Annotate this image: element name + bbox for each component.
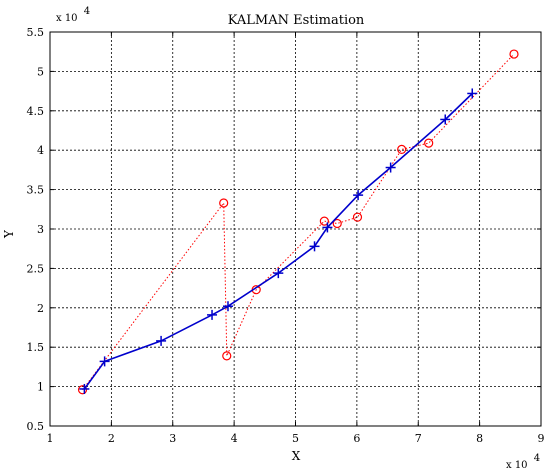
x-tick-label: 3 <box>169 432 176 445</box>
tick-labels: 1 2 3 4 5 6 7 8 90.511.522.533.544.555.5 <box>27 26 545 445</box>
data-point <box>156 335 167 346</box>
data-point <box>509 49 519 59</box>
y-tick-label: 2.5 <box>27 262 45 275</box>
y-multiplier-label: x 10 <box>56 13 78 24</box>
data-point <box>273 268 284 279</box>
x-tick-label: 2 <box>108 432 115 445</box>
x-tick-label: 4 <box>231 432 238 445</box>
x-multiplier: x 10 4 <box>506 453 540 471</box>
x-tick-label: 1 <box>47 432 54 445</box>
data-point <box>319 216 329 226</box>
data-point <box>440 114 451 125</box>
y-tick-label: 1 <box>37 381 44 394</box>
x-multiplier-exponent: 4 <box>534 453 540 464</box>
series-line <box>83 92 473 390</box>
x-tick-label: 6 <box>353 432 360 445</box>
data-point <box>207 309 218 320</box>
data-point <box>222 301 233 312</box>
data-point <box>332 218 342 229</box>
data-point <box>222 351 232 361</box>
data-point <box>322 222 333 233</box>
y-tick-label: 2 <box>37 302 44 315</box>
y-tick-label: 3 <box>37 223 44 236</box>
data-point <box>309 241 320 252</box>
y-tick-label: 5 <box>37 65 44 78</box>
data-point <box>219 198 229 208</box>
series-2 <box>79 88 478 394</box>
data-point <box>77 385 88 395</box>
data-point <box>424 138 434 148</box>
x-tick-label: 8 <box>476 432 483 445</box>
data-point <box>467 88 478 99</box>
y-multiplier: x 10 4 <box>56 6 90 24</box>
y-tick-label: 1.5 <box>27 341 45 354</box>
x-multiplier-label: x 10 <box>506 460 528 471</box>
y-tick-label: 0.5 <box>27 420 45 433</box>
y-tick-label: 5.5 <box>27 26 45 39</box>
data-point <box>397 144 407 155</box>
data-point <box>385 162 396 173</box>
grid-lines <box>50 32 541 426</box>
series-1 <box>77 49 519 395</box>
data-point <box>99 356 110 367</box>
data-point <box>79 383 90 394</box>
series-layer <box>77 49 519 395</box>
y-multiplier-exponent: 4 <box>84 6 90 17</box>
data-point <box>352 212 363 222</box>
y-tick-label: 4 <box>37 144 44 157</box>
series-line <box>82 53 515 391</box>
x-tick-label: 5 <box>292 432 299 445</box>
y-tick-label: 3.5 <box>27 184 45 197</box>
x-tick-label: 9 <box>538 432 545 445</box>
y-tick-label: 4.5 <box>27 105 45 118</box>
data-point <box>353 190 364 201</box>
chart-title: KALMAN Estimation <box>228 13 365 28</box>
x-axis-label: X <box>292 449 301 463</box>
y-axis-label: Y <box>2 229 16 239</box>
x-tick-label: 7 <box>415 432 422 445</box>
